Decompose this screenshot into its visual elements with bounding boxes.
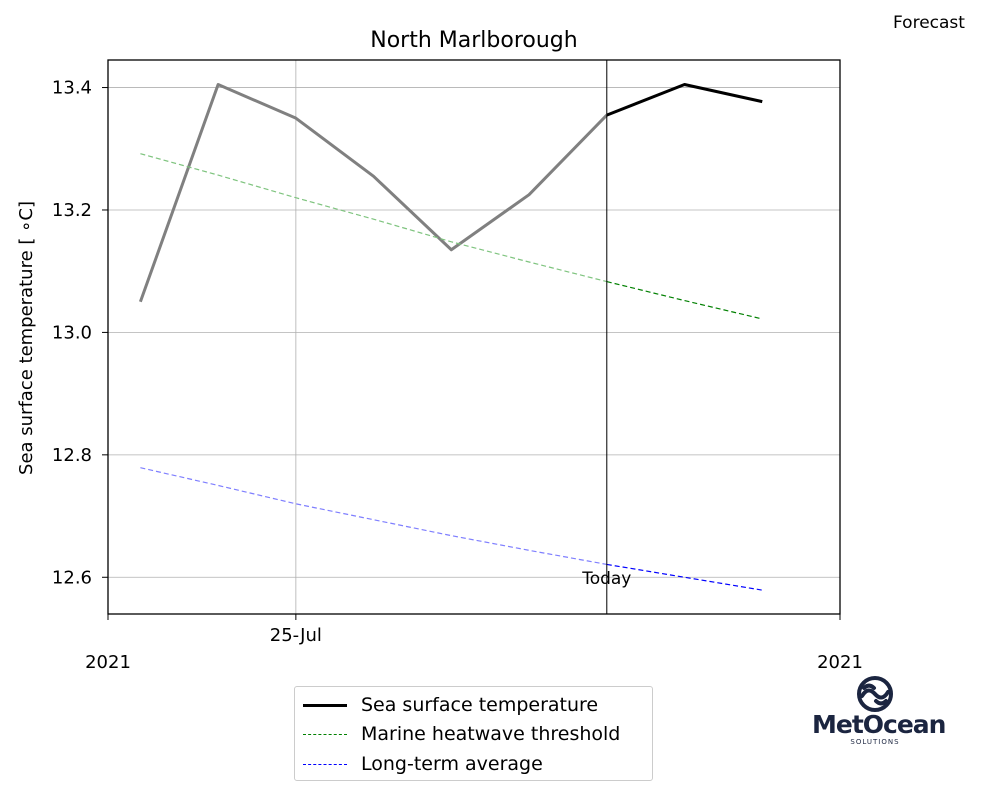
- legend-item-sst: Sea surface temperature: [295, 693, 652, 717]
- x-tick-label: 2021: [817, 652, 863, 673]
- legend-swatch-threshold: [303, 734, 347, 735]
- y-tick-label: 12.6: [52, 567, 92, 588]
- x-tick-label: 25-Jul: [270, 625, 322, 646]
- series-line-sst-past: [138, 82, 608, 303]
- metocean-logo: MetOcean SOLUTIONS: [812, 676, 946, 750]
- wave-logo-icon: [857, 676, 893, 712]
- forecast-label: Forecast: [893, 13, 965, 33]
- series-line-threshold-past: [140, 153, 607, 283]
- grid: [108, 60, 840, 614]
- x-tick-label: 2021: [85, 652, 131, 673]
- y-tick-label: 12.8: [52, 445, 92, 466]
- today-marker: Today: [581, 60, 631, 614]
- axis-ticks: 12.6 12.8 13.0 13.2 13.4 2021 25-Jul 2021: [52, 78, 863, 673]
- series-line-average-forecast: [606, 563, 763, 591]
- legend-item-threshold: Marine heatwave threshold: [295, 722, 652, 746]
- logo-subtitle: SOLUTIONS: [850, 738, 900, 746]
- logo-wordmark: MetOcean: [812, 710, 946, 739]
- today-label: Today: [581, 569, 631, 589]
- y-axis-label: Sea surface temperature [ ∘C]: [16, 201, 37, 475]
- series-line-average-past: [140, 467, 607, 566]
- series-line-sst-forecast: [606, 82, 763, 117]
- legend-swatch-sst: [303, 704, 347, 707]
- legend: Sea surface temperature Marine heatwave …: [294, 686, 653, 781]
- y-tick-label: 13.0: [52, 322, 92, 343]
- series-line-threshold-forecast: [606, 281, 763, 320]
- legend-swatch-average: [303, 764, 347, 765]
- chart-title: North Marlborough: [370, 28, 577, 53]
- legend-label-sst: Sea surface temperature: [361, 694, 599, 716]
- legend-label-average: Long-term average: [361, 753, 543, 775]
- legend-label-threshold: Marine heatwave threshold: [361, 723, 621, 745]
- legend-item-average: Long-term average: [295, 752, 652, 776]
- plot-frame: [107, 59, 841, 615]
- y-tick-label: 13.2: [52, 200, 92, 221]
- series-group: [138, 82, 763, 591]
- y-tick-label: 13.4: [52, 78, 92, 99]
